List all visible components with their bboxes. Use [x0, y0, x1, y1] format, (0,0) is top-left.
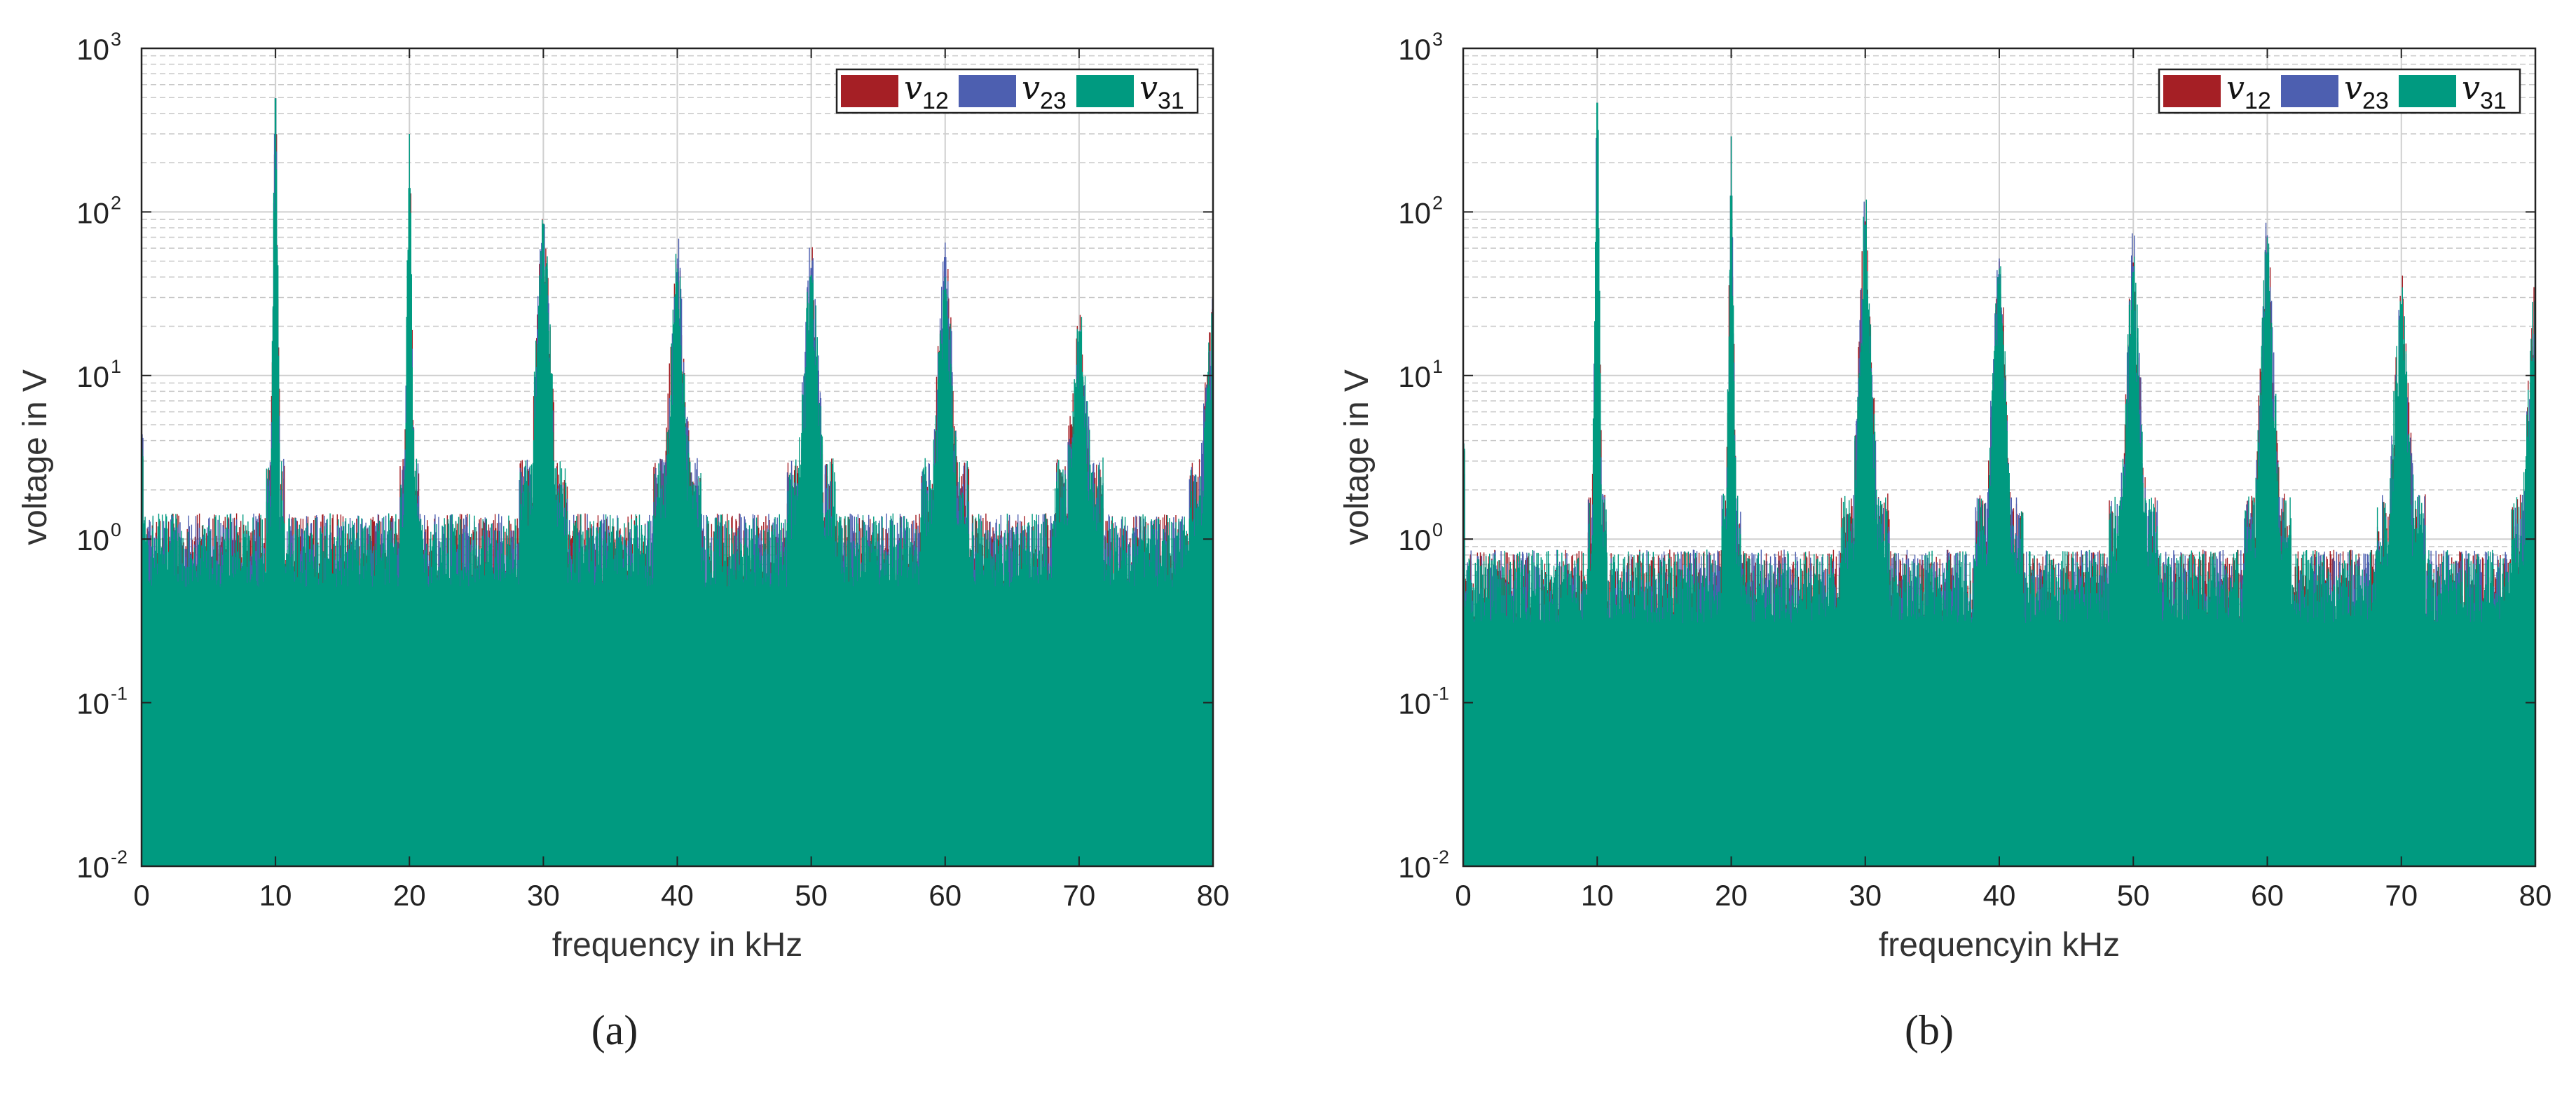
y-axis-label: voltage in V [17, 369, 54, 545]
axis-ticks [1462, 48, 2536, 867]
legend-entry-v23: v23 [959, 69, 1067, 114]
x-tick-label: 70 [1063, 879, 1096, 912]
chart-panel-a: 0 10 20 30 40 50 60 70 80 10 -2 10 -1 10… [17, 29, 1229, 1053]
x-tick-label: 20 [1715, 879, 1748, 912]
x-tick-label: 0 [133, 879, 149, 912]
y-tick-exponent: 0 [111, 519, 121, 540]
panel-caption: (a) [591, 1007, 638, 1053]
y-tick-base: 10 [76, 33, 109, 66]
legend-swatch-v23 [2281, 75, 2338, 107]
y-tick-exponent: -2 [1432, 847, 1449, 868]
legend-swatch-v12 [841, 75, 898, 107]
x-tick-label: 20 [393, 879, 426, 912]
legend-entry-v31: v31 [1076, 69, 1184, 114]
legend-swatch-v31 [2399, 75, 2456, 107]
legend-label-v12: v12 [2226, 69, 2271, 114]
x-tick-labels: 0 10 20 30 40 50 60 70 80 [1455, 879, 2551, 912]
legend: v12 v23 v31 [835, 68, 1199, 114]
y-tick-labels: 10 -2 10 -1 10 0 10 1 10 2 10 3 [76, 29, 128, 884]
x-tick-label: 50 [2117, 879, 2150, 912]
y-tick-label: 10 -2 [1398, 847, 1449, 884]
x-tick-label: 30 [527, 879, 560, 912]
y-tick-label: 10 3 [1398, 29, 1443, 66]
y-tick-exponent: 2 [1432, 192, 1443, 213]
y-tick-base: 10 [76, 524, 109, 556]
y-tick-exponent: -2 [111, 847, 128, 868]
y-tick-label: 10 -2 [76, 847, 128, 884]
y-tick-label: 10 2 [1398, 192, 1443, 229]
y-tick-exponent: 0 [1432, 519, 1443, 540]
legend-swatch-v12 [2163, 75, 2221, 107]
y-tick-exponent: 2 [111, 192, 121, 213]
y-tick-base: 10 [76, 851, 109, 884]
x-tick-label: 80 [1197, 879, 1230, 912]
y-tick-base: 10 [1398, 33, 1431, 66]
legend-entry-v23: v23 [2281, 69, 2389, 114]
x-tick-label: 40 [1983, 879, 2016, 912]
y-tick-exponent: -1 [1432, 683, 1449, 704]
y-tick-label: 10 -1 [1398, 683, 1449, 720]
y-tick-exponent: 1 [111, 356, 121, 377]
axis-ticks [141, 48, 1214, 867]
y-tick-base: 10 [76, 688, 109, 720]
y-tick-exponent: -1 [111, 683, 128, 704]
legend-swatch-v23 [959, 75, 1016, 107]
y-tick-label: 10 2 [76, 192, 121, 229]
y-tick-label: 10 -1 [76, 683, 128, 720]
x-axis-label: frequency in kHz [552, 927, 803, 964]
x-tick-label: 10 [259, 879, 292, 912]
legend-label-v23: v23 [2344, 69, 2389, 114]
y-tick-labels: 10 -2 10 -1 10 0 10 1 10 2 10 3 [1398, 29, 1449, 884]
legend-label-v31: v31 [2462, 69, 2507, 114]
y-tick-exponent: 3 [1432, 29, 1443, 50]
legend-label-v12: v12 [904, 69, 949, 114]
x-tick-label: 60 [2251, 879, 2284, 912]
y-axis-label: voltage in V [1338, 369, 1376, 545]
legend-entry-v12: v12 [2163, 69, 2271, 114]
y-tick-label: 10 3 [76, 29, 121, 66]
x-tick-label: 60 [929, 879, 961, 912]
panel-caption: (b) [1905, 1007, 1954, 1053]
y-tick-label: 10 1 [76, 356, 121, 393]
x-axis-label: frequencyin kHz [1879, 927, 2120, 964]
y-tick-base: 10 [1398, 851, 1431, 884]
y-tick-base: 10 [1398, 688, 1431, 720]
y-tick-base: 10 [76, 196, 109, 229]
legend-entry-v12: v12 [841, 69, 949, 114]
x-tick-label: 0 [1455, 879, 1471, 912]
legend: v12 v23 v31 [2158, 68, 2521, 114]
y-tick-base: 10 [1398, 196, 1431, 229]
y-tick-base: 10 [76, 360, 109, 393]
x-tick-label: 50 [795, 879, 828, 912]
x-tick-label: 70 [2385, 879, 2418, 912]
legend-label-v31: v31 [1139, 69, 1184, 114]
x-tick-label: 80 [2519, 879, 2552, 912]
legend-entry-v31: v31 [2399, 69, 2507, 114]
y-tick-base: 10 [1398, 360, 1431, 393]
y-tick-exponent: 3 [111, 29, 121, 50]
y-tick-label: 10 1 [1398, 356, 1443, 393]
y-tick-base: 10 [1398, 524, 1431, 556]
y-tick-label: 10 0 [76, 519, 121, 556]
x-tick-labels: 0 10 20 30 40 50 60 70 80 [133, 879, 1229, 912]
x-tick-label: 30 [1849, 879, 1882, 912]
chart-panel-b: 0 10 20 30 40 50 60 70 80 10 -2 10 -1 10… [1338, 29, 2551, 1053]
legend-label-v23: v23 [1022, 69, 1067, 114]
y-tick-exponent: 1 [1432, 356, 1443, 377]
legend-swatch-v31 [1076, 75, 1134, 107]
x-tick-label: 40 [661, 879, 694, 912]
y-tick-label: 10 0 [1398, 519, 1443, 556]
x-tick-label: 10 [1581, 879, 1614, 912]
